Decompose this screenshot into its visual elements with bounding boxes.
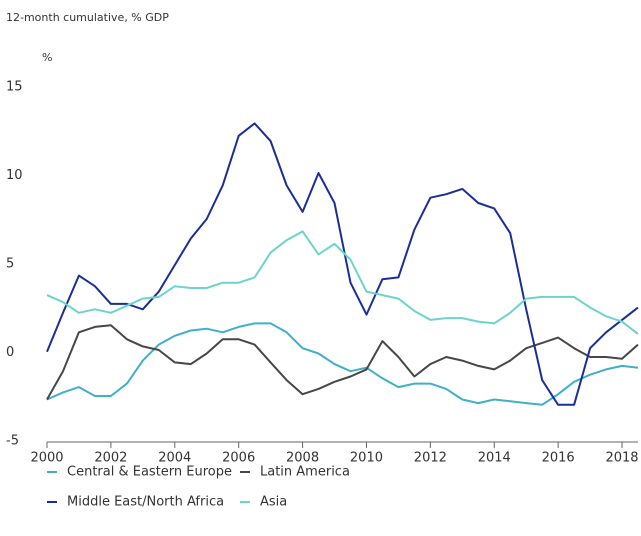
x-tick-label: 2016 (542, 451, 575, 466)
series-line (46, 324, 639, 400)
x-tick-label: 2000 (30, 451, 63, 466)
x-tick-label: 2010 (350, 451, 383, 466)
y-tick-label: 0 (6, 345, 14, 360)
x-tick-label: 2012 (414, 451, 447, 466)
legend-label: Middle East/North Africa (67, 495, 224, 510)
series-line (46, 230, 639, 335)
x-tick-label: 2014 (478, 451, 511, 466)
y-tick-label: 5 (6, 257, 14, 272)
y-tick-label: -5 (6, 434, 19, 449)
y-tick-label: 10 (6, 168, 23, 183)
legend-label: Latin America (260, 465, 350, 480)
x-tick-label: 2018 (605, 451, 638, 466)
series-line (46, 322, 639, 406)
series-line (46, 122, 639, 406)
x-tick-label: 2006 (222, 451, 255, 466)
x-tick-label: 2008 (286, 451, 319, 466)
y-tick-label: 15 (6, 80, 23, 95)
legend-label: Asia (260, 495, 287, 510)
x-tick-label: 2002 (94, 451, 127, 466)
legend-label: Central & Eastern Europe (67, 465, 232, 480)
chart-subtitle: 12-month cumulative, % GDP (6, 11, 169, 24)
y-axis-label: % (42, 51, 52, 64)
x-tick-label: 2004 (158, 451, 191, 466)
